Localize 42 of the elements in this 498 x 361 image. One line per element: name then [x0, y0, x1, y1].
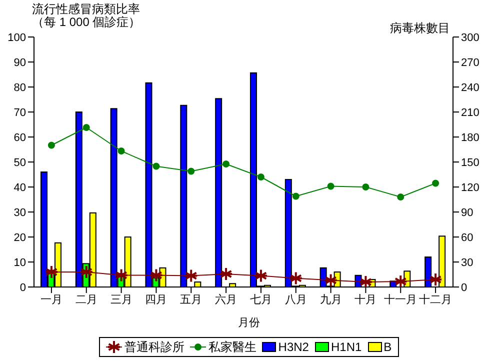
legend-label: 私家醫生 [208, 339, 256, 355]
y2-axis-title: 病毒株數目 [390, 20, 450, 37]
y-tick-label: 30 [14, 206, 26, 219]
legend-label: 普通科診所 [124, 339, 184, 355]
y2-tick-label: 0 [461, 282, 468, 294]
y-tick-label: 90 [14, 56, 26, 69]
y-axis-title: 流行性感冒病類比率（每 1 000 個診症） [32, 2, 142, 29]
y-tick-label: 100 [8, 32, 26, 44]
x-tick-label: 四月 [145, 294, 168, 306]
y-tick-label: 10 [14, 256, 26, 269]
y-tick-label: 60 [14, 132, 26, 144]
x-tick-label: 十月 [354, 292, 377, 306]
y2-tick-label: 210 [461, 106, 480, 119]
x-tick-label: 六月 [215, 292, 238, 306]
y-tick-label: 0 [20, 282, 26, 294]
x-tick-label: 三月 [110, 294, 132, 306]
x-axis-title: 月份 [237, 316, 261, 330]
y2-tick-label: 120 [461, 182, 480, 194]
y2-tick-label: 180 [461, 132, 480, 144]
y2-tick-label: 300 [461, 32, 480, 44]
y2-tick-label: 240 [461, 82, 480, 94]
legend-label: H1N1 [330, 339, 362, 355]
y2-tick-label: 30 [461, 256, 474, 269]
y2-tick-label: 270 [461, 56, 480, 69]
x-tick-label: 八月 [284, 294, 307, 306]
legend-label: B [384, 339, 392, 355]
y-tick-label: 80 [14, 82, 26, 94]
x-tick-label: 二月 [75, 294, 98, 306]
x-tick-label: 十二月 [419, 292, 452, 306]
y2-tick-label: 150 [461, 156, 480, 169]
y2-tick-label: 90 [461, 206, 474, 219]
x-tick-label: 一月 [40, 294, 62, 306]
y-tick-label: 50 [14, 156, 26, 169]
y-tick-label: 70 [14, 106, 26, 119]
x-tick-label: 十一月 [384, 292, 418, 306]
y-tick-label: 40 [14, 182, 26, 194]
x-tick-label: 七月 [250, 292, 272, 306]
y2-tick-label: 60 [461, 232, 474, 244]
x-tick-label: 五月 [180, 294, 202, 306]
legend-label: H3N2 [278, 339, 309, 355]
x-tick-label: 九月 [320, 292, 342, 306]
y-tick-label: 20 [14, 232, 26, 244]
